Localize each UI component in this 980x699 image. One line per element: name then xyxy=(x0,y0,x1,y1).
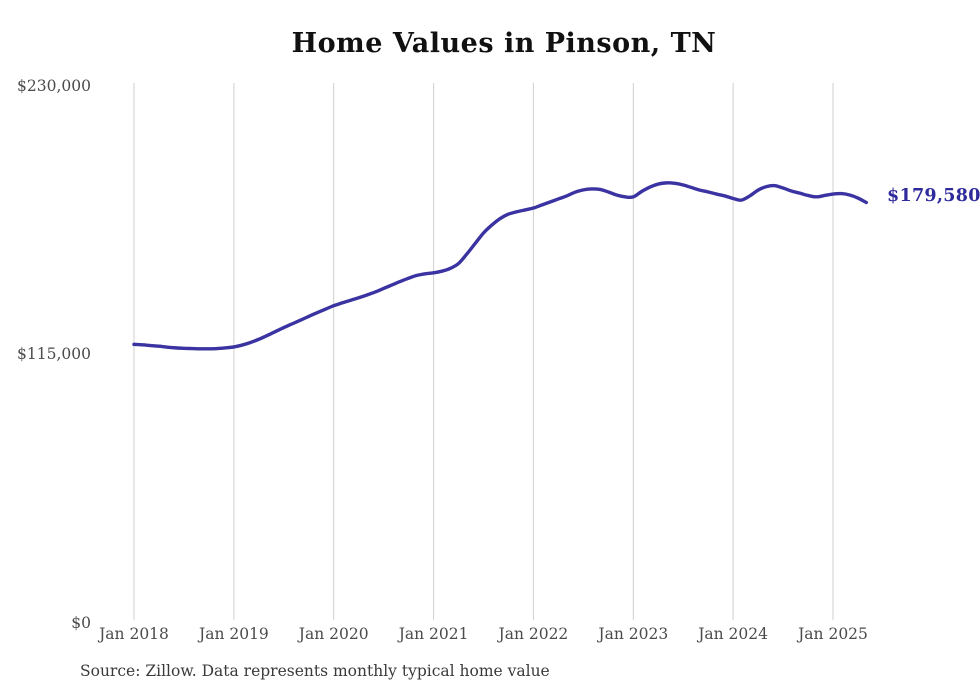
y-axis-tick-label-230000: $230,000 xyxy=(17,77,91,95)
x-axis-tick-label-jan-2022: Jan 2022 xyxy=(498,625,569,643)
x-axis-tick-label-jan-2024: Jan 2024 xyxy=(698,625,768,643)
latest-value-label: $179,580 xyxy=(887,186,980,206)
y-axis-tick-label-115000: $115,000 xyxy=(17,345,91,363)
x-axis-tick-label-jan-2020: Jan 2020 xyxy=(298,625,369,643)
home-value-line-series xyxy=(132,181,868,351)
y-axis-tick-label-0: $0 xyxy=(71,614,91,632)
source-note: Source: Zillow. Data represents monthly … xyxy=(80,662,550,680)
x-axis-tick-label-jan-2021: Jan 2021 xyxy=(398,625,469,643)
x-axis-tick-label-jan-2025: Jan 2025 xyxy=(798,625,868,643)
x-axis-tick-label-jan-2023: Jan 2023 xyxy=(598,625,669,643)
x-axis-tick-label-jan-2019: Jan 2019 xyxy=(198,625,269,643)
gridlines xyxy=(133,83,834,620)
chart-title: Home Values in Pinson, TN xyxy=(291,28,717,59)
x-axis-tick-label-jan-2018: Jan 2018 xyxy=(99,625,169,643)
